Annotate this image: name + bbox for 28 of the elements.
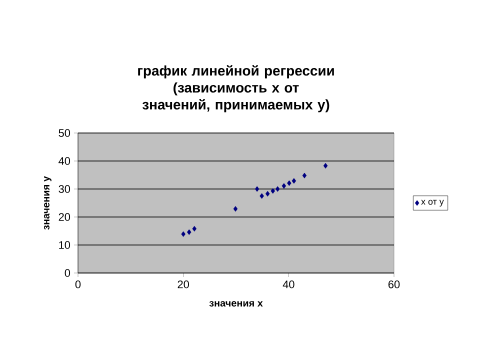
point <box>233 206 238 212</box>
point <box>265 190 270 197</box>
y-tick-label: 20 <box>58 213 70 221</box>
y-tick-label: 0 <box>64 269 70 277</box>
x-tick-label: 40 <box>282 280 294 288</box>
point <box>302 172 307 178</box>
point <box>254 186 260 192</box>
chart-title: график линейной регрессии (зависимость x от значений, принимаемых y) <box>138 65 334 112</box>
y-axis-title: значения y <box>44 176 52 230</box>
point <box>292 178 296 184</box>
x-tick-label: 60 <box>388 280 400 288</box>
point <box>186 229 192 235</box>
point <box>260 193 264 199</box>
x-axis-title: значения x <box>209 301 263 307</box>
y-tick-label: 40 <box>58 157 70 165</box>
point <box>282 183 286 189</box>
point <box>287 180 292 186</box>
x-tick-label: 0 <box>75 280 81 288</box>
point <box>181 231 186 237</box>
point <box>323 162 328 169</box>
y-tick-label: 50 <box>58 129 70 137</box>
point <box>270 188 276 194</box>
legend-label: x от y <box>421 200 444 207</box>
point <box>192 226 197 232</box>
y-tick-label: 30 <box>58 185 70 193</box>
x-tick-label: 20 <box>178 280 189 288</box>
y-tick-label: 10 <box>59 241 70 249</box>
point <box>275 186 280 192</box>
